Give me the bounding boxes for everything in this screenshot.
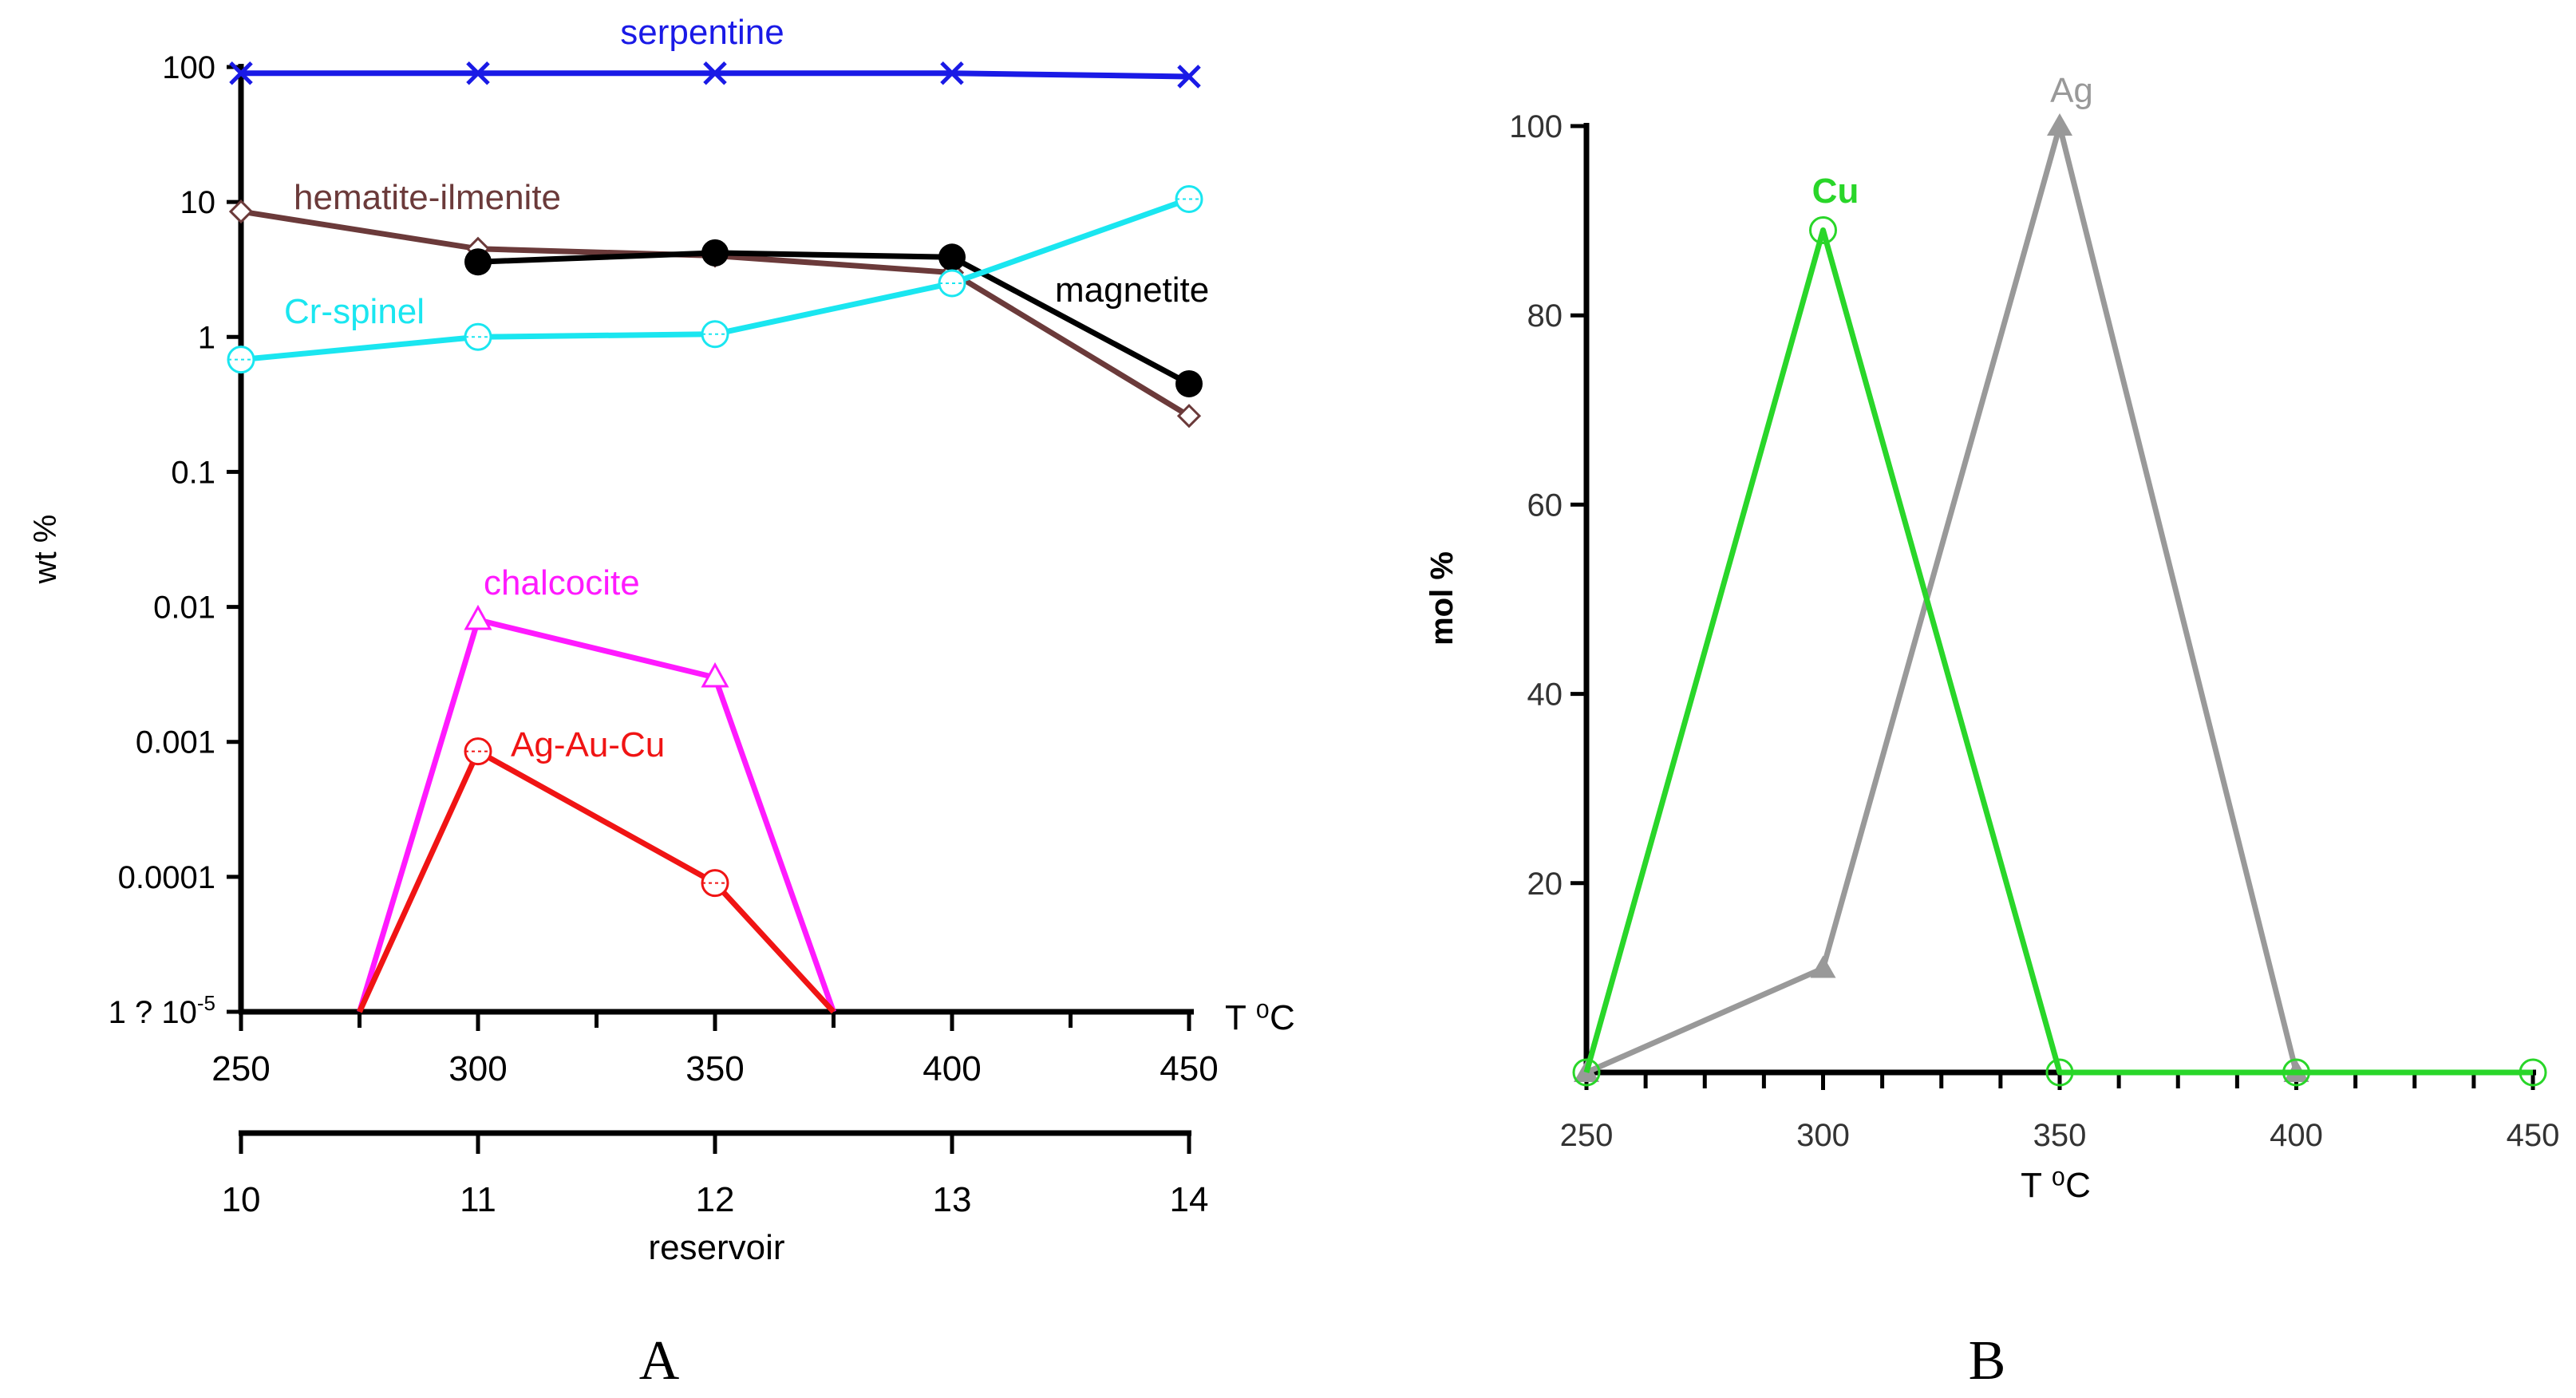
panel-b-y-tick-label: 80 — [1527, 298, 1563, 334]
legend-label-ag: Ag — [2050, 71, 2093, 110]
data-point-magnetite — [701, 239, 729, 267]
series-line-magnetite — [477, 250, 1191, 387]
panel-a-x-tick-label: 350 — [685, 1049, 744, 1088]
data-point-serpentine — [940, 61, 964, 85]
series-line-ag-au-cu — [357, 748, 836, 1014]
panel-b-letter: B — [1969, 1330, 2006, 1392]
panel-a-x-tick-label: 450 — [1160, 1049, 1218, 1088]
panel-b-y-axis-label: mol % — [1424, 551, 1460, 646]
panel-a-y-tick-label: 0.001 — [136, 725, 215, 760]
series-chalcocite: chalcocite — [357, 563, 836, 1013]
panel-a-y-tick-label-superscript: -5 — [197, 991, 215, 1015]
series-cr-spinel: Cr-spinel — [227, 185, 1203, 374]
data-point-hematite-ilmenite — [1176, 404, 1202, 428]
series-magnetite: magnetite — [464, 239, 1209, 397]
legend-label-chalcocite: chalcocite — [484, 563, 640, 602]
panel-b-y-tick-label: 60 — [1527, 488, 1563, 523]
panel-a-y-tick-label: 0.0001 — [118, 860, 215, 895]
panel-b-x-tick-label: 300 — [1796, 1118, 1850, 1153]
series-cu: Cu — [1572, 172, 2547, 1087]
data-point-ag-au-cu — [464, 737, 492, 766]
panel-a: 100 10 1 0.1 0.01 0.001 0.0001 1 ? 10-5 250 10 300… — [28, 13, 1295, 1392]
panel-a-secondary-tick-label: 11 — [460, 1180, 496, 1219]
panel-b-axes: 20 40 60 80 100 250 300 350 400 450 — [1509, 109, 2559, 1153]
data-point-cr-spinel — [464, 322, 492, 351]
panel-a-series: serpentine hematite-ilmenite magnetite Cr-s… — [227, 13, 1209, 1014]
panel-a-x-tick-label: 300 — [448, 1049, 507, 1088]
panel-a-secondary-tick-label: 14 — [1170, 1180, 1209, 1219]
legend-label-cu: Cu — [1812, 172, 1859, 211]
panel-b-y-tick-label: 40 — [1527, 677, 1563, 713]
panel-b-x-axis-label: T ⁰C — [2021, 1166, 2091, 1205]
panel-b-x-tick-label: 350 — [2033, 1118, 2087, 1153]
series-serpentine: serpentine — [229, 13, 1201, 89]
panel-a-secondary-tick-label: 10 — [222, 1180, 261, 1219]
panel-a-y-tick-label: 0.01 — [153, 590, 215, 626]
data-point-serpentine — [703, 61, 727, 85]
data-point-ag — [2047, 113, 2072, 136]
panel-a-y-tick-label: 0.1 — [171, 455, 215, 490]
panel-b-labels: mol % T ⁰C B — [1424, 551, 2091, 1392]
data-point-cu — [1809, 215, 1837, 244]
panel-b: 20 40 60 80 100 250 300 350 400 450 Ag Cu mol % T … — [1424, 71, 2559, 1392]
series-line-chalcocite — [357, 617, 836, 1013]
data-point-ag — [1810, 955, 1836, 978]
data-point-ag-au-cu — [701, 869, 729, 898]
panel-a-labels: wt % T ⁰C reservoir A — [28, 515, 1295, 1392]
data-point-cr-spinel — [701, 320, 729, 349]
panel-a-x-tick-label: 400 — [923, 1049, 981, 1088]
panel-a-y-tick-label: 10 — [180, 185, 216, 220]
panel-a-y-tick-label: 1 ? 10-5 — [109, 991, 215, 1030]
data-point-serpentine — [229, 61, 253, 85]
data-point-magnetite — [938, 243, 966, 271]
panel-a-axes: 100 10 1 0.1 0.01 0.001 0.0001 1 ? 10-5 250 10 300… — [109, 50, 1219, 1219]
panel-b-y-tick-label: 20 — [1527, 867, 1563, 902]
data-point-chalcocite — [464, 604, 492, 630]
panel-a-x-axis-label: T ⁰C — [1225, 998, 1295, 1037]
data-point-cr-spinel — [227, 346, 255, 374]
series-ag-au-cu: Ag-Au-Cu — [357, 725, 836, 1014]
series-line-cu — [1583, 227, 2533, 1076]
series-line-ag — [1585, 123, 2299, 1076]
data-point-cu — [1572, 1058, 1601, 1087]
data-point-cu — [2282, 1058, 2310, 1087]
panel-a-y-tick-label: 100 — [162, 50, 215, 85]
panel-a-letter: A — [639, 1330, 680, 1392]
panel-b-series: Ag Cu — [1572, 71, 2547, 1087]
data-point-cu — [2519, 1058, 2547, 1087]
data-point-serpentine — [466, 61, 490, 85]
legend-label-cr-spinel: Cr-spinel — [284, 292, 425, 331]
data-point-hematite-ilmenite — [228, 199, 254, 224]
panel-b-y-tick-label: 100 — [1509, 109, 1563, 144]
legend-label-hematite-ilmenite: hematite-ilmenite — [294, 178, 561, 217]
data-point-cr-spinel — [938, 269, 966, 298]
data-point-chalcocite — [701, 661, 729, 688]
panel-b-x-tick-label: 250 — [1560, 1118, 1614, 1153]
data-point-magnetite — [1175, 369, 1203, 397]
panel-a-y-axis-label: wt % — [28, 515, 63, 585]
panel-b-x-tick-label: 450 — [2507, 1118, 2560, 1153]
data-point-cr-spinel — [1175, 185, 1203, 214]
series-ag: Ag — [1574, 71, 2309, 1082]
legend-label-magnetite: magnetite — [1055, 271, 1209, 310]
panel-a-secondary-tick-label: 12 — [696, 1180, 735, 1219]
panel-a-y-tick-label: 1 — [198, 320, 215, 355]
data-point-cu — [2045, 1058, 2074, 1087]
data-point-serpentine — [1177, 65, 1201, 89]
panel-a-secondary-axis-label: reservoir — [648, 1228, 784, 1267]
data-point-magnetite — [464, 248, 492, 276]
panel-a-secondary-tick-label: 13 — [933, 1180, 972, 1219]
panel-b-x-tick-label: 400 — [2270, 1118, 2323, 1153]
legend-label-ag-au-cu: Ag-Au-Cu — [511, 725, 665, 764]
legend-label-serpentine: serpentine — [620, 13, 784, 52]
panel-a-x-tick-label: 250 — [211, 1049, 270, 1088]
